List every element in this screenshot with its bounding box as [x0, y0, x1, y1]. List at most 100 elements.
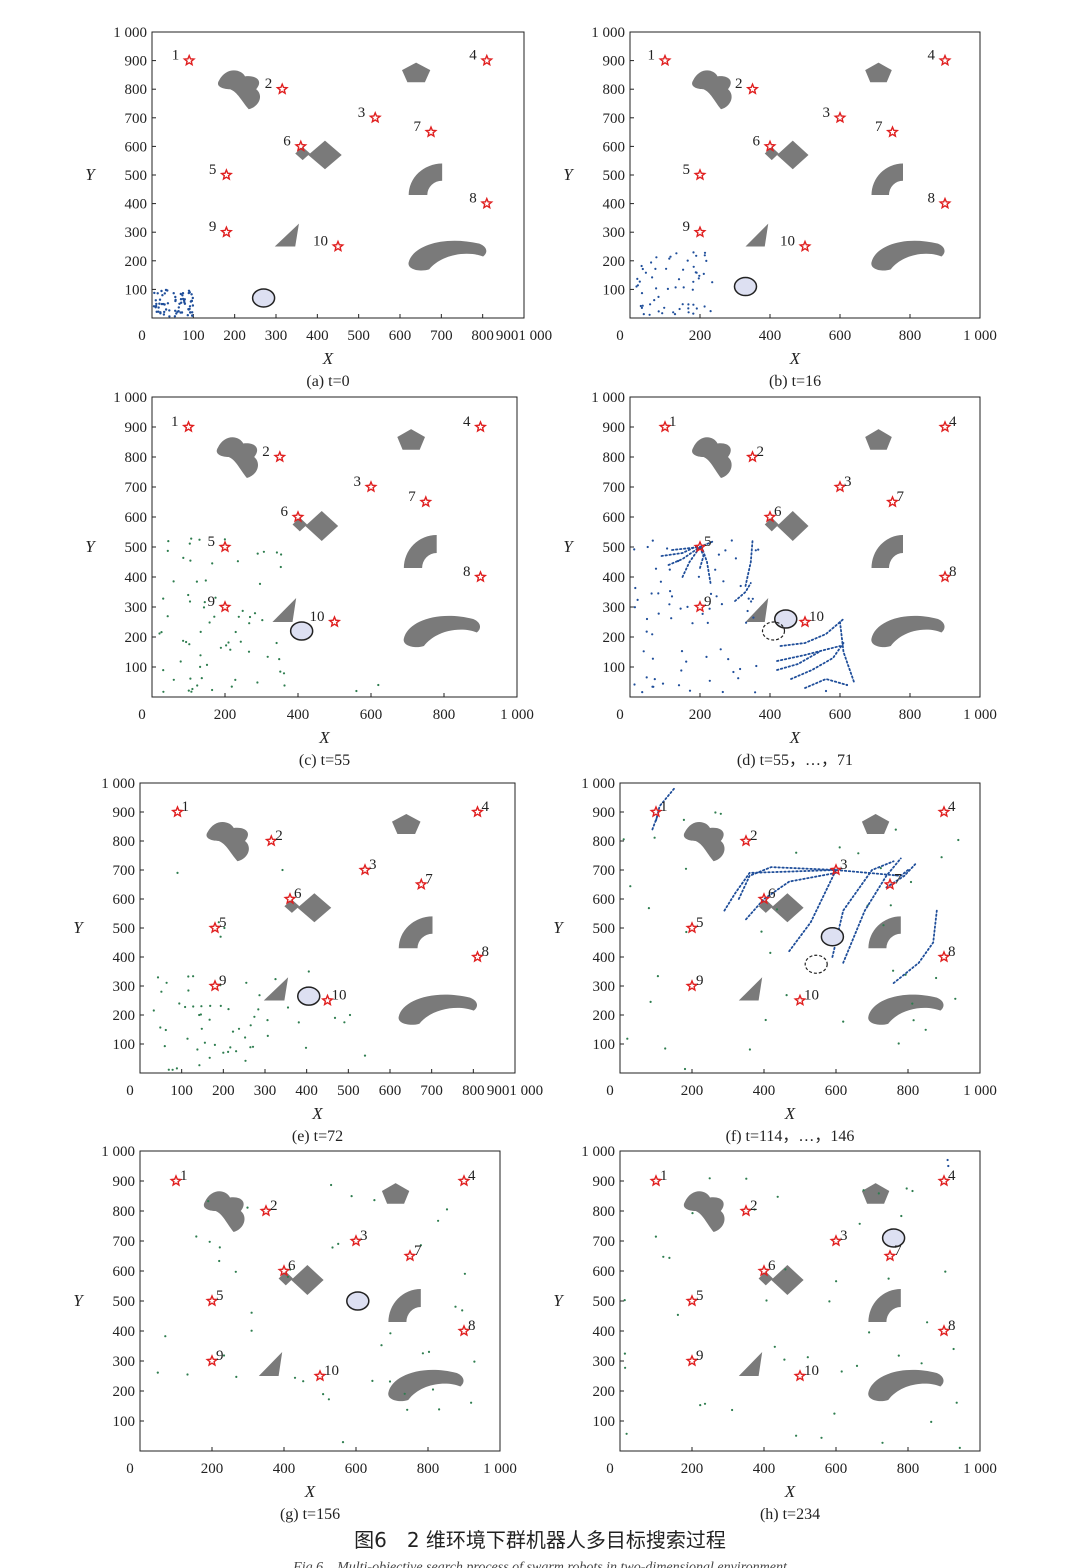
target-star	[277, 1264, 291, 1277]
robot-point	[236, 560, 239, 563]
target-label: 2	[735, 76, 743, 92]
robot-point	[188, 600, 192, 603]
y-tick-label: 1 000	[591, 390, 625, 406]
y-tick-label: 900	[125, 420, 148, 436]
y-tick-label: 500	[125, 168, 148, 184]
robot-point	[229, 1046, 232, 1049]
robot-point	[905, 1187, 908, 1190]
target-label: 1	[180, 1168, 188, 1184]
target-star	[181, 420, 196, 433]
target-star	[218, 600, 232, 613]
robot-point	[188, 305, 192, 308]
robot-point	[882, 924, 885, 927]
x-axis-label: X	[311, 1104, 323, 1123]
target-label: 6	[283, 133, 291, 149]
robot-point	[746, 609, 749, 613]
target-label: 6	[294, 886, 302, 902]
x-tick-label: 0	[616, 707, 624, 723]
robot-point	[200, 1005, 203, 1008]
robots	[156, 1183, 476, 1444]
robot-point	[163, 292, 166, 295]
y-tick-label: 500	[593, 921, 616, 937]
robot-point	[463, 1272, 466, 1275]
x-tick-label: 800	[417, 1461, 440, 1477]
target-label: 6	[281, 504, 289, 520]
target-star	[473, 570, 488, 583]
target-label: 3	[354, 474, 362, 490]
x-tick-label: 600	[389, 328, 412, 344]
x-tick-label: 200	[201, 1461, 224, 1477]
y-tick-label: 600	[603, 139, 626, 155]
robots	[152, 288, 195, 318]
robot-point	[274, 978, 277, 981]
target-star	[470, 805, 485, 818]
y-tick-label: 900	[603, 420, 626, 436]
robot-point	[750, 600, 753, 603]
robot-point	[262, 550, 265, 553]
robot-point	[188, 542, 191, 545]
x-tick-label: 200	[223, 328, 246, 344]
previous-search-ellipse	[761, 621, 786, 641]
robot-point	[675, 252, 678, 255]
y-tick-label: 100	[603, 282, 626, 298]
robot-point	[887, 1277, 890, 1280]
robot-point	[258, 994, 261, 997]
obstacle-diamond-small	[292, 517, 308, 532]
robot-point	[641, 691, 644, 694]
robot-point	[930, 1420, 933, 1423]
target-star	[368, 110, 382, 124]
y-tick-label: 900	[593, 805, 616, 821]
robot-point	[661, 312, 664, 315]
obstacle-diamond-large	[308, 140, 342, 170]
y-tick-label: 400	[113, 1324, 136, 1340]
target-label: 5	[209, 162, 217, 178]
target-star	[219, 168, 233, 181]
x-tick-label: 1 000	[500, 707, 534, 723]
obstacle-blob	[203, 1191, 245, 1232]
robot-point	[190, 690, 193, 693]
x-tick-label: 200	[689, 328, 712, 344]
robot-point	[633, 606, 637, 609]
robot-point	[688, 689, 692, 692]
robot-point	[239, 640, 242, 643]
obstacle-arch	[868, 1369, 944, 1402]
robot-point	[203, 1041, 206, 1044]
target-star	[885, 125, 900, 138]
robot-point	[636, 598, 639, 602]
robot-point	[636, 284, 640, 287]
robot-point	[223, 538, 226, 541]
x-tick-label: 0	[126, 1083, 134, 1099]
robot-point	[640, 264, 643, 268]
y-axis-label: Y	[85, 165, 96, 184]
target-star	[833, 110, 847, 124]
target-star	[457, 1324, 471, 1337]
target-star	[685, 1354, 699, 1367]
robot-point	[708, 607, 711, 610]
robot-point	[196, 1048, 199, 1051]
obstacle-diamond-large	[777, 511, 809, 541]
robot-point	[166, 549, 169, 553]
robot-point	[185, 640, 188, 644]
search-ellipse	[346, 1291, 370, 1311]
robot-point	[640, 306, 644, 309]
robot-point	[703, 1402, 707, 1405]
x-tick-label: 400	[287, 707, 310, 723]
robot-point	[195, 1235, 198, 1238]
robot-point	[892, 969, 895, 972]
target-star	[745, 450, 760, 463]
robot-point	[431, 1388, 435, 1391]
robot-point	[175, 1067, 178, 1070]
robot-point	[724, 549, 727, 552]
target-star	[470, 950, 485, 963]
robot-point	[153, 291, 156, 295]
robot-point	[633, 683, 636, 686]
target-star	[883, 1249, 897, 1262]
y-tick-label: 100	[125, 282, 148, 298]
robot-point	[687, 303, 690, 306]
target-label: 7	[414, 1243, 422, 1259]
robot-point	[920, 1362, 923, 1365]
x-tick-label: 0	[616, 328, 624, 344]
target-label: 4	[482, 799, 490, 815]
robot-point	[626, 1037, 629, 1040]
robot-point	[388, 1380, 392, 1383]
